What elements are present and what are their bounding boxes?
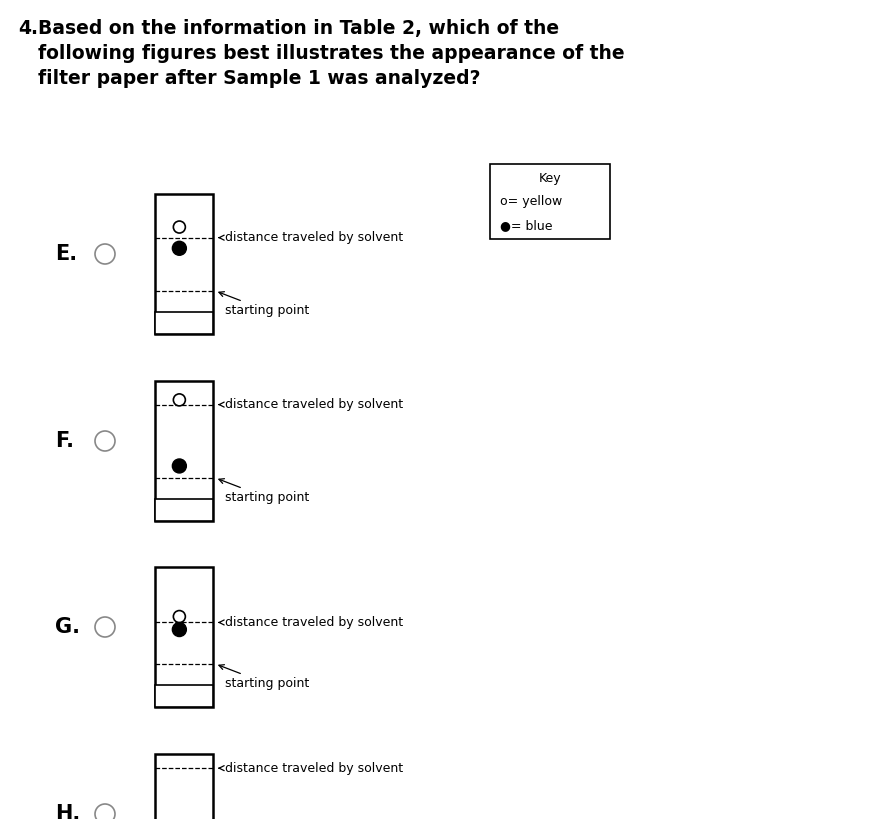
Circle shape: [95, 804, 115, 819]
Bar: [155, 567, 213, 707]
Text: starting point: starting point: [219, 479, 309, 505]
Text: distance traveled by solvent: distance traveled by solvent: [219, 762, 402, 775]
Text: o= yellow: o= yellow: [500, 195, 562, 208]
Bar: [155, 312, 213, 334]
Text: 4.: 4.: [18, 19, 38, 38]
Bar: [489, 164, 610, 239]
Bar: [155, 381, 213, 521]
Circle shape: [95, 617, 115, 637]
Text: Based on the information in Table 2, which of the
following figures best illustr: Based on the information in Table 2, whi…: [38, 19, 624, 88]
Circle shape: [172, 459, 186, 473]
Text: E.: E.: [55, 244, 77, 264]
Circle shape: [172, 622, 186, 636]
Circle shape: [95, 244, 115, 264]
Text: ●= blue: ●= blue: [500, 219, 552, 232]
Circle shape: [173, 394, 185, 406]
Text: distance traveled by solvent: distance traveled by solvent: [219, 231, 402, 244]
Bar: [155, 499, 213, 521]
Circle shape: [172, 242, 186, 256]
Text: G.: G.: [55, 617, 80, 637]
Text: H.: H.: [55, 804, 80, 819]
Circle shape: [173, 221, 185, 233]
Text: distance traveled by solvent: distance traveled by solvent: [219, 398, 402, 411]
Text: starting point: starting point: [219, 665, 309, 690]
Text: F.: F.: [55, 431, 74, 451]
Bar: [155, 194, 213, 334]
Text: distance traveled by solvent: distance traveled by solvent: [219, 616, 402, 629]
Bar: [155, 685, 213, 707]
Bar: [155, 754, 213, 819]
Text: starting point: starting point: [219, 292, 309, 317]
Circle shape: [95, 431, 115, 451]
Text: Key: Key: [538, 172, 561, 185]
Text: starting point: starting point: [0, 818, 1, 819]
Circle shape: [173, 610, 185, 622]
